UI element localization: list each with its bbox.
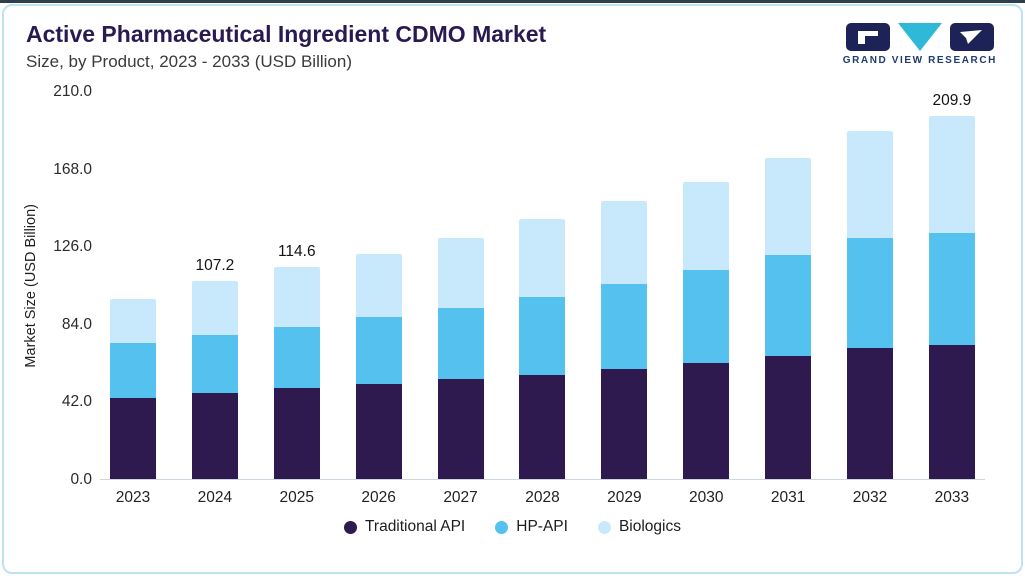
bar-segment-biologics xyxy=(847,130,894,238)
y-tick-label: 168.0 xyxy=(53,160,92,178)
bar-segment-traditional-api xyxy=(683,362,730,479)
bar-segment-hp-api xyxy=(847,237,894,348)
bar-segment-traditional-api xyxy=(601,369,648,479)
bar-segment-hp-api xyxy=(437,308,484,380)
bar-segment-hp-api xyxy=(765,255,812,357)
x-axis-label: 2030 xyxy=(688,489,724,506)
y-axis-title-box: Market Size (USD Billion) xyxy=(18,92,44,480)
bar-column-2032: 2032 xyxy=(847,92,894,506)
x-axis-label: 2032 xyxy=(852,489,888,506)
y-tick-label: 126.0 xyxy=(53,238,92,256)
bar-column-2033: 209.9 2033 xyxy=(928,92,975,506)
bar-segment-biologics xyxy=(110,298,156,344)
top-accent-line xyxy=(0,0,1025,3)
bar-segment-traditional-api xyxy=(765,356,812,479)
logo-text: GRAND VIEW RESEARCH xyxy=(842,55,997,66)
header: Active Pharmaceutical Ingredient CDMO Ma… xyxy=(4,6,1021,78)
bar-segment-biologics xyxy=(273,267,320,327)
bar-segment-biologics xyxy=(928,116,975,234)
x-axis-label: 2024 xyxy=(197,489,233,506)
legend-label: HP-API xyxy=(516,518,568,535)
grand-view-research-logo: GRAND VIEW RESEARCH xyxy=(843,22,997,66)
bar-column-2025: 114.6 2025 xyxy=(273,92,320,506)
bar-segment-hp-api xyxy=(273,326,320,389)
bar-segment-traditional-api xyxy=(847,347,894,479)
x-axis-label: 2033 xyxy=(934,489,970,506)
y-tick-label: 0.0 xyxy=(70,471,92,488)
bar-column-2023: 2023 xyxy=(110,92,156,506)
chart-card: Active Pharmaceutical Ingredient CDMO Ma… xyxy=(2,4,1023,574)
legend-item-hp-api: HP-API xyxy=(495,518,568,536)
bar-column-2031: 2031 xyxy=(765,92,812,506)
bar-segment-biologics xyxy=(683,181,730,271)
x-axis-label: 2028 xyxy=(525,489,560,506)
bar-segment-traditional-api xyxy=(437,379,484,479)
bar-segment-biologics xyxy=(191,280,238,335)
page-subtitle: Size, by Product, 2023 - 2033 (USD Billi… xyxy=(26,52,352,71)
bar-segment-traditional-api xyxy=(355,383,402,479)
y-tick-label: 210.0 xyxy=(53,83,92,100)
legend-swatch-icon xyxy=(344,520,358,534)
x-axis-label: 2027 xyxy=(443,489,478,506)
y-axis-ticks: 0.0 42.0 84.0 126.0 168.0 210.0 xyxy=(44,83,100,488)
bar-segment-traditional-api xyxy=(273,388,320,479)
bar-column-2028: 2028 xyxy=(519,92,566,506)
y-tick-label: 42.0 xyxy=(61,393,92,411)
bar-segment-hp-api xyxy=(355,317,402,384)
bar-segment-biologics xyxy=(437,237,484,309)
x-axis-label: 2031 xyxy=(770,489,806,506)
x-axis-label: 2025 xyxy=(279,489,315,506)
bar-segment-hp-api xyxy=(110,343,156,398)
logo-marks-icon xyxy=(845,23,994,51)
bar-total-label: 209.9 xyxy=(932,92,972,109)
title-block: Active Pharmaceutical Ingredient CDMO Ma… xyxy=(26,20,546,74)
chart-area: Market Size (USD Billion) 0.0 42.0 84.0 126… xyxy=(18,83,985,506)
bar-segment-traditional-api xyxy=(191,393,238,479)
bar-column-2027: 2027 xyxy=(437,92,484,506)
legend-swatch-icon xyxy=(495,520,509,534)
bar-segment-hp-api xyxy=(601,284,648,370)
legend: Traditional API HP-API Biologics xyxy=(4,518,1021,536)
legend-label: Traditional API xyxy=(365,518,466,535)
legend-label: Biologics xyxy=(618,518,681,535)
bar-segment-hp-api xyxy=(683,270,730,363)
bar-segment-traditional-api xyxy=(110,397,156,479)
legend-swatch-icon xyxy=(597,520,611,534)
bar-segment-hp-api xyxy=(519,297,566,375)
bar-segment-traditional-api xyxy=(519,374,566,479)
bar-segment-biologics xyxy=(519,218,566,298)
bar-segment-hp-api xyxy=(928,233,975,345)
bar-column-2024: 107.2 2024 xyxy=(191,92,238,506)
bar-segment-traditional-api xyxy=(928,344,975,479)
bar-total-label: 114.6 xyxy=(277,243,316,261)
bar-segment-biologics xyxy=(765,158,812,256)
bar-segment-hp-api xyxy=(191,334,238,394)
bar-segment-biologics xyxy=(601,200,648,285)
y-tick-label: 84.0 xyxy=(61,315,92,333)
x-axis-label: 2026 xyxy=(361,489,396,506)
bar-total-label: 107.2 xyxy=(195,256,235,274)
bar-segment-biologics xyxy=(355,253,402,318)
x-axis-label: 2023 xyxy=(115,489,151,506)
legend-item-traditional-api: Traditional API xyxy=(344,518,465,536)
page-title: Active Pharmaceutical Ingredient CDMO Ma… xyxy=(26,21,547,47)
legend-item-biologics: Biologics xyxy=(597,518,681,536)
plot-area: 2023 107.2 2024 114.6 2025 2026 2027 2028 2029 20… xyxy=(100,92,985,506)
bar-column-2026: 2026 xyxy=(355,92,402,506)
x-axis-label: 2029 xyxy=(607,489,642,506)
bar-column-2029: 2029 xyxy=(601,92,648,506)
y-axis-title: Market Size (USD Billion) xyxy=(23,204,39,368)
bar-column-2030: 2030 xyxy=(683,92,730,506)
